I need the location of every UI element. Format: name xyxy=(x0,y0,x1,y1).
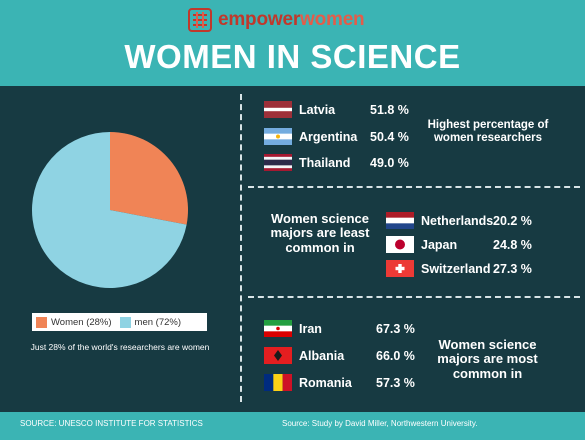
legend-swatch-men xyxy=(119,316,131,328)
legend-item-men: men (72%) xyxy=(119,316,182,328)
footer-bar: SOURCE: UNESCO INSTITUTE FOR STATISTICS … xyxy=(0,412,585,440)
country-name: Netherlands xyxy=(421,213,494,228)
country-value: 20.2 % xyxy=(493,214,532,228)
country-value: 27.3 % xyxy=(493,262,532,276)
brand-mark-icon xyxy=(188,8,212,32)
country-name: Albania xyxy=(299,348,345,363)
legend-label-men: men (72%) xyxy=(134,316,182,328)
section-caption-most: Women science majors are most common in xyxy=(437,337,538,381)
country-row: Latvia xyxy=(264,101,335,118)
country-name: Romania xyxy=(299,375,352,390)
section-caption-least: Women science majors are least common in xyxy=(270,211,370,255)
brand-name-part2: women xyxy=(300,9,365,30)
legend-item-women: Women (28%) xyxy=(36,316,112,328)
country-value: 66.0 % xyxy=(376,349,415,363)
country-value: 49.0 % xyxy=(370,156,409,170)
legend-label-women: Women (28%) xyxy=(51,316,112,328)
brand-logo[interactable]: empowerwomen xyxy=(188,7,365,33)
country-name: Japan xyxy=(421,237,458,252)
country-value: 57.3 % xyxy=(376,376,415,390)
brand-name-part1: empower xyxy=(218,9,301,30)
argentina-flag-icon xyxy=(264,128,292,145)
section-caption-highest: Highest percentage of women researchers xyxy=(427,119,549,144)
japan-flag-icon xyxy=(386,236,414,253)
source-left: SOURCE: UNESCO INSTITUTE FOR STATISTICS xyxy=(20,419,203,428)
romania-flag-icon xyxy=(264,374,292,391)
iran-flag-icon xyxy=(264,320,292,337)
albania-flag-icon xyxy=(264,347,292,364)
pie-slice-women xyxy=(110,132,188,225)
country-row: Switzerland xyxy=(386,260,490,277)
country-row: Albania xyxy=(264,347,344,364)
country-row: Netherlands xyxy=(386,212,493,229)
country-name: Latvia xyxy=(299,102,336,117)
country-name: Argentina xyxy=(299,129,358,144)
section-divider-2 xyxy=(248,296,580,298)
country-row: Japan xyxy=(386,236,457,253)
section-divider-1 xyxy=(248,186,580,188)
pie-chart xyxy=(31,132,188,288)
thailand-flag-icon xyxy=(264,154,292,171)
pie-legend: Women (28%) men (72%) xyxy=(32,313,207,331)
country-value: 67.3 % xyxy=(376,322,415,336)
netherlands-flag-icon xyxy=(386,212,414,229)
country-row: Thailand xyxy=(264,154,350,171)
header-banner: empowerwomen WOMEN IN SCIENCE xyxy=(0,0,585,86)
country-row: Argentina xyxy=(264,128,357,145)
source-right: Source: Study by David Miller, Northwest… xyxy=(282,419,478,428)
pie-note: Just 28% of the world's researchers are … xyxy=(30,342,210,352)
legend-swatch-women xyxy=(36,316,47,328)
country-row: Iran xyxy=(264,320,322,337)
latvia-flag-icon xyxy=(264,101,292,118)
switzerland-flag-icon xyxy=(386,260,414,277)
page-title: WOMEN IN SCIENCE xyxy=(124,38,461,75)
country-value: 24.8 % xyxy=(493,238,532,252)
country-row: Romania xyxy=(264,374,352,391)
country-name: Thailand xyxy=(299,155,351,170)
country-name: Switzerland xyxy=(421,261,491,276)
pie-slice-men xyxy=(31,132,187,288)
country-value: 51.8 % xyxy=(370,103,409,117)
vertical-divider xyxy=(240,94,242,402)
country-value: 50.4 % xyxy=(370,130,409,144)
country-name: Iran xyxy=(299,321,322,336)
